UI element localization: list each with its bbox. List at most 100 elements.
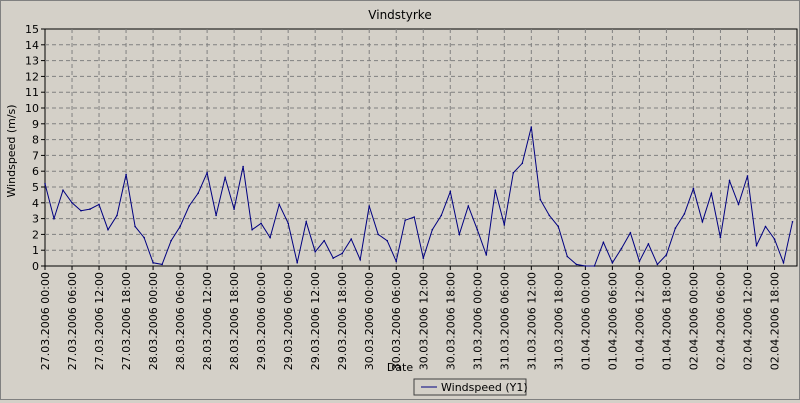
data-point xyxy=(755,244,758,247)
data-point xyxy=(53,217,55,220)
plot-area xyxy=(44,28,798,267)
data-point xyxy=(737,203,740,206)
data-point xyxy=(287,222,290,225)
y-tick-label: 13 xyxy=(25,55,39,68)
data-point xyxy=(530,126,533,128)
x-tick-label: 01.04.2006 06:00 xyxy=(606,272,619,370)
data-point xyxy=(269,236,271,239)
data-point xyxy=(674,227,677,229)
data-point xyxy=(710,192,713,195)
x-tick-label: 28.03.2006 12:00 xyxy=(201,272,214,370)
x-tick-label: 30.03.2006 00:00 xyxy=(363,272,376,370)
data-point xyxy=(44,183,46,185)
y-tick-label: 2 xyxy=(32,228,39,241)
data-point xyxy=(377,233,380,236)
data-point xyxy=(242,165,244,168)
x-axis: 27.03.2006 00:00 27.03.2006 06:00 27.03.20… xyxy=(39,266,781,370)
data-point xyxy=(503,224,506,226)
data-point xyxy=(764,225,767,228)
data-point xyxy=(359,258,362,261)
data-point xyxy=(350,238,353,240)
x-tick-label: 29.03.2006 12:00 xyxy=(309,272,322,370)
data-point xyxy=(692,187,695,190)
data-point xyxy=(584,265,587,267)
x-tick-label: 31.03.2006 18:00 xyxy=(552,272,565,370)
x-tick-label: 29.03.2006 18:00 xyxy=(336,272,349,370)
y-tick-label: 6 xyxy=(32,165,39,178)
data-point xyxy=(233,208,235,210)
y-axis-label: Windspeed (m/s) xyxy=(5,104,18,197)
y-tick-label: 0 xyxy=(32,260,39,273)
x-tick-label: 02.04.2006 18:00 xyxy=(768,272,781,370)
y-tick-label: 15 xyxy=(25,23,39,36)
data-point xyxy=(152,262,154,264)
x-tick-label: 27.03.2006 12:00 xyxy=(93,272,106,370)
x-tick-label: 27.03.2006 18:00 xyxy=(120,272,133,370)
x-tick-label: 01.04.2006 00:00 xyxy=(579,272,592,370)
x-tick-label: 30.03.2006 18:00 xyxy=(444,272,457,370)
y-tick-label: 8 xyxy=(32,134,39,147)
y-tick-label: 1 xyxy=(32,244,39,257)
y-tick-label: 5 xyxy=(32,181,39,194)
data-point xyxy=(773,238,776,240)
x-tick-label: 27.03.2006 06:00 xyxy=(66,272,79,370)
data-point xyxy=(566,255,569,258)
data-point xyxy=(521,162,524,165)
data-point xyxy=(296,262,299,264)
data-point xyxy=(467,205,470,207)
data-point xyxy=(215,214,217,217)
x-tick-label: 02.04.2006 12:00 xyxy=(741,272,754,370)
data-point xyxy=(305,221,308,223)
data-point xyxy=(251,228,253,231)
y-tick-label: 4 xyxy=(32,197,39,210)
y-tick-label: 3 xyxy=(32,213,39,226)
data-point xyxy=(71,202,73,204)
data-point xyxy=(440,214,443,217)
data-point xyxy=(368,205,371,207)
data-point xyxy=(98,203,100,206)
data-point xyxy=(611,262,614,264)
x-tick-label: 29.03.2006 06:00 xyxy=(282,272,295,370)
legend-box xyxy=(413,378,527,396)
data-point xyxy=(323,239,326,242)
data-point xyxy=(683,213,686,215)
data-point xyxy=(665,254,668,256)
y-tick-label: 14 xyxy=(25,39,39,52)
y-tick-label: 7 xyxy=(32,149,39,162)
data-point xyxy=(629,232,632,234)
data-point xyxy=(386,239,389,242)
x-tick-label: 31.03.2006 06:00 xyxy=(498,272,511,370)
data-point xyxy=(575,263,578,266)
data-point xyxy=(413,216,416,218)
data-point xyxy=(512,172,515,174)
x-tick-label: 29.03.2006 00:00 xyxy=(255,272,268,370)
y-tick-label: 11 xyxy=(25,86,39,99)
data-point xyxy=(260,222,262,225)
data-point xyxy=(332,257,335,259)
y-tick-label: 10 xyxy=(25,102,39,115)
data-point xyxy=(116,214,118,217)
data-point xyxy=(278,203,281,206)
legend-label: Windspeed (Y1) xyxy=(441,381,528,394)
data-point xyxy=(170,239,172,242)
x-tick-label: 02.04.2006 00:00 xyxy=(687,272,700,370)
data-point xyxy=(197,192,199,195)
x-tick-label: 30.03.2006 12:00 xyxy=(417,272,430,370)
y-tick-label: 12 xyxy=(25,70,39,83)
data-point xyxy=(89,208,91,210)
x-tick-label: 30.03.2006 06:00 xyxy=(390,272,403,370)
x-tick-label: 27.03.2006 00:00 xyxy=(39,272,52,370)
data-point xyxy=(431,228,434,231)
x-tick-label: 28.03.2006 00:00 xyxy=(147,272,160,370)
x-tick-label: 31.03.2006 12:00 xyxy=(525,272,538,370)
data-point xyxy=(557,225,560,228)
data-point xyxy=(62,189,64,191)
data-point xyxy=(782,262,785,264)
data-point xyxy=(746,175,749,177)
data-point xyxy=(161,263,163,266)
data-point xyxy=(548,214,551,217)
legend: Windspeed (Y1) xyxy=(413,378,528,396)
